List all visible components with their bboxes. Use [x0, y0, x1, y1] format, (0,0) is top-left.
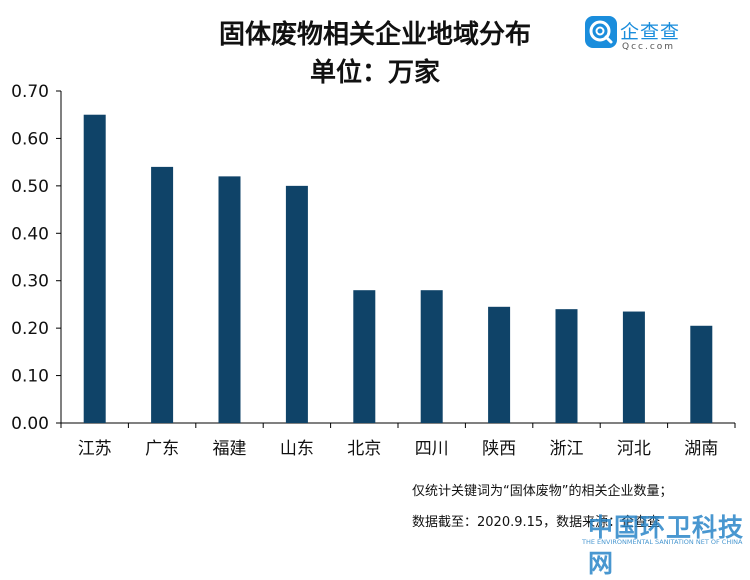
y-tick-label: 0.40	[11, 224, 49, 244]
bar	[690, 325, 713, 423]
bar	[622, 311, 645, 423]
x-tick-label: 北京	[347, 439, 381, 459]
note-source: 数据截至：2020.9.15，数据来源：企查查	[412, 515, 661, 530]
bar	[488, 306, 511, 423]
y-tick-label: 0.60	[11, 129, 49, 149]
y-tick-label: 0.50	[11, 177, 49, 197]
chart-title: 固体废物相关企业地域分布	[218, 20, 531, 50]
bar	[353, 290, 376, 423]
x-tick-label: 福建	[213, 439, 247, 459]
x-tick-label: 山东	[280, 439, 314, 459]
x-tick-label: 江苏	[78, 439, 112, 459]
y-tick-label: 0.10	[11, 367, 49, 387]
bar	[83, 114, 106, 423]
x-tick-label: 湖南	[684, 439, 718, 459]
note-scope: 仅统计关键词为“固体废物”的相关企业数量；	[412, 484, 673, 499]
watermark-sub: THE ENVIRONMENTAL SANITATION NET OF CHIN…	[582, 538, 743, 546]
y-tick-label: 0.00	[11, 414, 49, 434]
bar-chart: 0.00 0.10 0.20 0.30 0.40 0.50 0.60 0.70 江苏 广东 福建 山东…	[11, 82, 736, 459]
x-tick-label: 浙江	[550, 439, 584, 459]
x-tick-label: 四川	[415, 439, 449, 459]
y-tick-label: 0.70	[11, 82, 49, 102]
bar	[555, 309, 578, 423]
logo-name: 企查查	[620, 21, 681, 43]
logo-domain: Qcc.com	[622, 42, 676, 52]
watermark: 中国环卫科技网 THE ENVIRONMENTAL SANITATION NET…	[580, 508, 748, 578]
qcc-logo: 企查查 Qcc.com	[584, 15, 704, 55]
x-tick-label: 河北	[617, 439, 651, 459]
y-tick-label: 0.20	[11, 319, 49, 339]
bar	[420, 290, 443, 423]
bar	[218, 176, 241, 423]
bar	[151, 166, 174, 423]
x-tick-label: 陕西	[482, 439, 516, 459]
bar	[285, 185, 308, 423]
qcc-logo-icon	[585, 16, 617, 48]
x-tick-label: 广东	[145, 439, 179, 459]
chart-unit: 单位：万家	[309, 58, 440, 88]
y-tick-label: 0.30	[11, 272, 49, 292]
